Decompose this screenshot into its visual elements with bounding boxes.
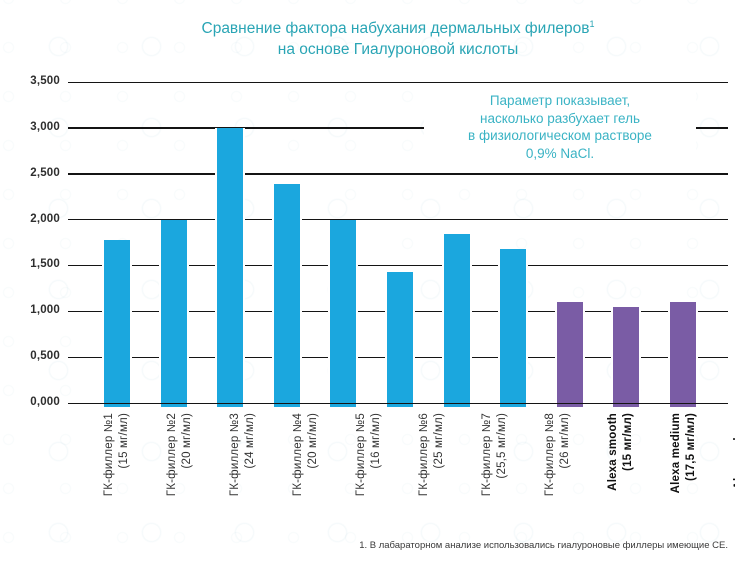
bar xyxy=(554,302,585,407)
y-axis-tick-label: 0,000 xyxy=(30,396,60,408)
x-axis-label: Alexa medium (17,5 мг/мл) xyxy=(670,413,697,494)
bar xyxy=(611,307,642,407)
x-axis-label-slot: Alexa medium (17,5 мг/мл) xyxy=(669,411,699,547)
y-axis-tick-label: 2,500 xyxy=(30,166,60,179)
x-axis-label-slot: ГК-филлер №3 (24 мг/мл) xyxy=(228,411,258,547)
bar xyxy=(158,220,189,407)
bar xyxy=(328,220,359,407)
x-axis-label-slot: ГК-филлер №5 (16 мг/мл) xyxy=(354,411,384,547)
bars xyxy=(68,82,728,407)
annotation-note: Параметр показывает, насколько разбухает… xyxy=(424,86,696,170)
x-axis-label: Alexa smooth (15 мг/мл) xyxy=(607,413,634,491)
x-axis-label-slot: Alexa smooth (15 мг/мл) xyxy=(606,411,636,547)
y-axis-tick-label: 1,000 xyxy=(30,304,60,317)
bar xyxy=(384,272,415,407)
x-axis-label: ГК-филлер №1 (15 мг/мл) xyxy=(103,413,130,497)
bar xyxy=(441,234,472,407)
bar xyxy=(498,249,529,407)
gridline xyxy=(68,264,728,267)
gridline xyxy=(68,173,728,175)
y-axis-tick-label: 3,500 xyxy=(30,75,60,87)
gridline xyxy=(68,219,728,221)
x-axis-label-slot: ГК-филлер №6 (25 мг/мл) xyxy=(417,411,447,547)
footnote-marker: 1 xyxy=(589,19,595,29)
y-axis-tick-label: 3,000 xyxy=(30,120,60,133)
gridline xyxy=(68,81,728,83)
bar xyxy=(102,240,132,407)
x-axis-label-slot: ГК-филлер №7 (25,5 мг/мл) xyxy=(480,411,510,547)
bar xyxy=(271,184,302,407)
x-axis-label-slot: ГК-филлер №1 (15 мг/мл) xyxy=(102,411,132,547)
x-axis-label: ГК-филлер №3 (24 мг/мл) xyxy=(229,413,256,497)
chart-title-line2: на основе Гиалуроновой кислоты xyxy=(277,41,519,59)
x-axis-label: ГК-филлер №8 (26 мг/мл) xyxy=(544,413,571,497)
bar xyxy=(667,302,698,407)
bar xyxy=(215,128,246,407)
chart-title-text: Сравнение фактора набухания дермальных ф… xyxy=(201,20,590,38)
x-axis-label-slot: ГК-филлер №8 (26 мг/мл) xyxy=(543,411,573,547)
chart-title-line1: Сравнение фактора набухания дермальных ф… xyxy=(68,14,728,39)
x-axis-baseline xyxy=(68,402,728,405)
footnote: 1. В лабараторном анализе использовались… xyxy=(359,540,728,551)
x-axis-labels: ГК-филлер №1 (15 мг/мл) ГК-филлер №2 (20 … xyxy=(68,411,735,547)
x-axis-label: ГК-филлер №4 (20 мг/мл) xyxy=(292,413,319,497)
chart-title: Сравнение фактора набухания дермальных ф… xyxy=(68,14,728,60)
y-axis-tick-label: 0,500 xyxy=(30,350,60,363)
gridline xyxy=(68,127,728,129)
x-axis-label: ГК-филлер №2 (20 мг/мл) xyxy=(166,413,193,497)
x-axis-label-slot: ГК-филлер №4 (20 мг/мл) xyxy=(291,411,321,547)
x-axis-label-slot: ГК-филлер №2 (20 мг/мл) xyxy=(165,411,195,547)
x-axis-label: ГК-филлер №7 (25,5 мг/мл) xyxy=(481,413,508,497)
y-axis-tick-label: 1,500 xyxy=(30,258,60,271)
y-axis-tick-label: 2,000 xyxy=(30,212,60,225)
x-axis-label: ГК-филлер №6 (25 мг/мл) xyxy=(418,413,445,497)
x-axis-label: ГК-филлер №5 (16 мг/мл) xyxy=(355,413,382,497)
plot-area: Параметр показывает, насколько разбухает… xyxy=(30,75,728,408)
